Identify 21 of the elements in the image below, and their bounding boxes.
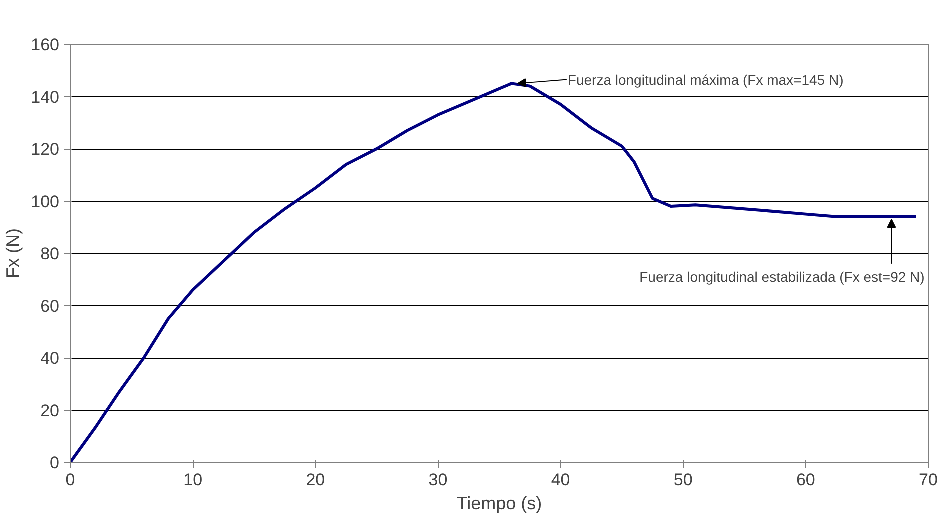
y-tick-label: 120 [31,140,60,159]
x-tick-label: 50 [674,470,693,490]
x-axis-title: Tiempo (s) [456,494,542,514]
x-tick-label: 60 [796,470,816,490]
y-tick-label: 160 [31,36,60,54]
y-tick-label: 60 [40,296,60,316]
y-tick-label: 20 [40,401,60,420]
x-tick-label: 70 [919,470,938,490]
y-tick-label: 140 [31,88,60,107]
y-tick-label: 0 [50,454,60,472]
y-tick-label: 40 [40,349,60,368]
y-tick-label: 100 [31,192,60,212]
y-axis-title: Fx (N) [3,228,24,278]
x-tick-label: 40 [551,470,570,490]
y-tick-label: 80 [40,244,60,264]
annotation: Fuerza longitudinal estabilizada (Fx est=92 N) [640,269,925,286]
x-tick-label: 30 [428,470,448,490]
x-tick-label: 20 [306,470,326,490]
annotation: Fuerza longitudinal máxima (Fx max=145 N) [568,72,844,88]
x-tick-label: 10 [184,470,203,490]
x-tick-label: 0 [66,470,76,490]
